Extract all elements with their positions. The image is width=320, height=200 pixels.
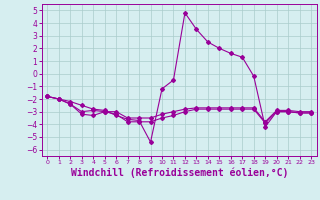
X-axis label: Windchill (Refroidissement éolien,°C): Windchill (Refroidissement éolien,°C) [70, 168, 288, 178]
